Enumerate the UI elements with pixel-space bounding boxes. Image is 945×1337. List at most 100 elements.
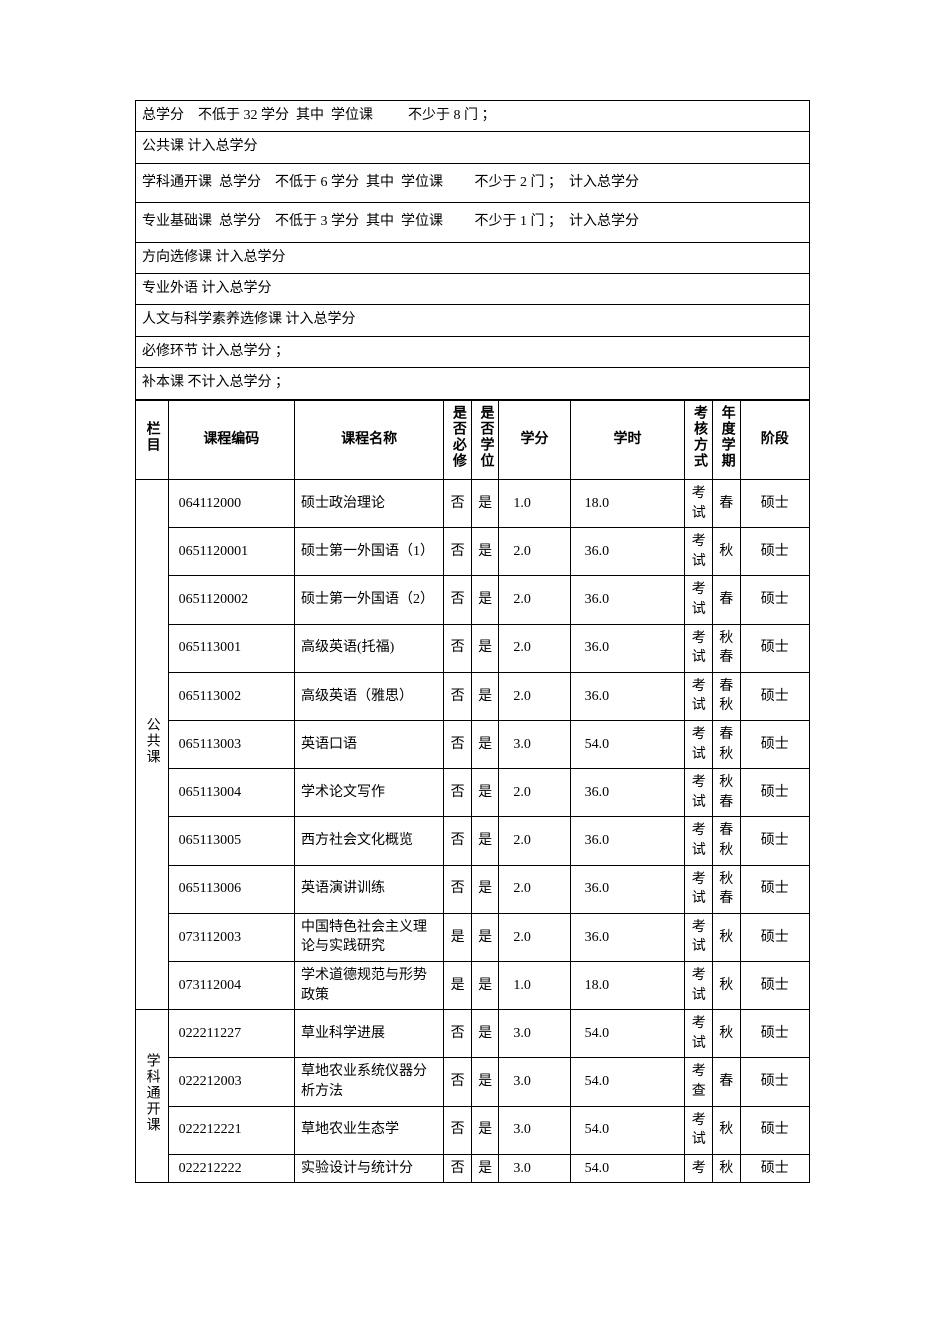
degree-cell: 是 (471, 1058, 499, 1106)
name-cell: 西方社会文化概览 (294, 817, 443, 865)
th-code: 课程编码 (168, 400, 294, 480)
required-cell: 否 (444, 528, 472, 576)
stage-cell: 硕士 (740, 576, 809, 624)
required-cell: 否 (444, 817, 472, 865)
exam-cell: 考试 (685, 624, 713, 672)
table-row: 065113006英语演讲训练否是2.036.0考试秋春硕士 (136, 865, 809, 913)
stage-cell: 硕士 (740, 1010, 809, 1058)
credit-cell: 3.0 (499, 1154, 570, 1183)
stage-cell: 硕士 (740, 721, 809, 769)
exam-cell: 考试 (685, 1010, 713, 1058)
rule-row: 总学分 不低于 32 学分 其中 学位课 不少于 8 门 ； (136, 101, 809, 132)
name-cell: 硕士第一外国语（2） (294, 576, 443, 624)
hours-cell: 36.0 (570, 865, 685, 913)
category-cell: 学科通开课 (136, 1010, 168, 1183)
stage-cell: 硕士 (740, 528, 809, 576)
hours-cell: 36.0 (570, 528, 685, 576)
credit-cell: 3.0 (499, 1010, 570, 1058)
hours-cell: 54.0 (570, 1154, 685, 1183)
degree-cell: 是 (471, 576, 499, 624)
degree-cell: 是 (471, 769, 499, 817)
hours-cell: 54.0 (570, 1058, 685, 1106)
code-cell: 0651120001 (168, 528, 294, 576)
degree-cell: 是 (471, 1010, 499, 1058)
stage-cell: 硕士 (740, 1106, 809, 1154)
credit-cell: 2.0 (499, 576, 570, 624)
degree-cell: 是 (471, 721, 499, 769)
term-cell: 秋春 (713, 865, 741, 913)
exam-cell: 考试 (685, 480, 713, 528)
table-row: 022212003草地农业系统仪器分析方法否是3.054.0考查春硕士 (136, 1058, 809, 1106)
name-cell: 实验设计与统计分 (294, 1154, 443, 1183)
required-cell: 否 (444, 865, 472, 913)
document-container: 总学分 不低于 32 学分 其中 学位课 不少于 8 门 ；公共课 计入总学分学… (135, 100, 810, 1183)
code-cell: 065113006 (168, 865, 294, 913)
degree-cell: 是 (471, 1154, 499, 1183)
hours-cell: 54.0 (570, 1010, 685, 1058)
term-cell: 秋 (713, 1154, 741, 1183)
code-cell: 065113002 (168, 672, 294, 720)
term-cell: 秋 (713, 1010, 741, 1058)
degree-cell: 是 (471, 817, 499, 865)
term-cell: 秋 (713, 961, 741, 1009)
exam-cell: 考试 (685, 865, 713, 913)
code-cell: 022212003 (168, 1058, 294, 1106)
degree-cell: 是 (471, 672, 499, 720)
credit-cell: 2.0 (499, 624, 570, 672)
stage-cell: 硕士 (740, 817, 809, 865)
table-row: 073112003中国特色社会主义理论与实践研究是是2.036.0考试秋硕士 (136, 913, 809, 961)
th-category: 栏目 (136, 400, 168, 480)
required-cell: 否 (444, 1058, 472, 1106)
credit-cell: 2.0 (499, 817, 570, 865)
credit-cell: 3.0 (499, 1106, 570, 1154)
name-cell: 学术道德规范与形势政策 (294, 961, 443, 1009)
code-cell: 022212221 (168, 1106, 294, 1154)
term-cell: 春秋 (713, 672, 741, 720)
table-row: 073112004学术道德规范与形势政策是是1.018.0考试秋硕士 (136, 961, 809, 1009)
rule-row: 公共课 计入总学分 (136, 132, 809, 163)
stage-cell: 硕士 (740, 913, 809, 961)
table-row: 0651120001硕士第一外国语（1）否是2.036.0考试秋硕士 (136, 528, 809, 576)
hours-cell: 18.0 (570, 480, 685, 528)
table-row: 学科通开课022211227草业科学进展否是3.054.0考试秋硕士 (136, 1010, 809, 1058)
exam-cell: 考试 (685, 576, 713, 624)
stage-cell: 硕士 (740, 961, 809, 1009)
required-cell: 否 (444, 576, 472, 624)
stage-cell: 硕士 (740, 480, 809, 528)
th-credit: 学分 (499, 400, 570, 480)
exam-cell: 考查 (685, 1058, 713, 1106)
code-cell: 073112003 (168, 913, 294, 961)
name-cell: 硕士政治理论 (294, 480, 443, 528)
name-cell: 英语演讲训练 (294, 865, 443, 913)
credit-cell: 3.0 (499, 1058, 570, 1106)
course-table: 栏目 课程编码 课程名称 是否必修 是否学位 学分 学时 考核方式 年度学期 阶… (136, 400, 809, 1184)
code-cell: 065113004 (168, 769, 294, 817)
rule-row: 学科通开课 总学分 不低于 6 学分 其中 学位课 不少于 2 门 ； 计入总学… (136, 164, 809, 203)
term-cell: 春 (713, 480, 741, 528)
hours-cell: 18.0 (570, 961, 685, 1009)
exam-cell: 考试 (685, 672, 713, 720)
th-degree: 是否学位 (471, 400, 499, 480)
hours-cell: 36.0 (570, 624, 685, 672)
credit-cell: 2.0 (499, 672, 570, 720)
rule-row: 专业外语 计入总学分 (136, 274, 809, 305)
th-term: 年度学期 (713, 400, 741, 480)
degree-cell: 是 (471, 961, 499, 1009)
credit-cell: 2.0 (499, 769, 570, 817)
exam-cell: 考试 (685, 817, 713, 865)
hours-cell: 36.0 (570, 769, 685, 817)
required-cell: 否 (444, 1010, 472, 1058)
degree-cell: 是 (471, 1106, 499, 1154)
required-cell: 否 (444, 769, 472, 817)
code-cell: 022211227 (168, 1010, 294, 1058)
hours-cell: 54.0 (570, 721, 685, 769)
required-cell: 否 (444, 480, 472, 528)
degree-cell: 是 (471, 913, 499, 961)
code-cell: 0651120002 (168, 576, 294, 624)
stage-cell: 硕士 (740, 1154, 809, 1183)
code-cell: 064112000 (168, 480, 294, 528)
name-cell: 高级英语(托福) (294, 624, 443, 672)
name-cell: 草地农业系统仪器分析方法 (294, 1058, 443, 1106)
table-row: 065113004学术论文写作否是2.036.0考试秋春硕士 (136, 769, 809, 817)
credit-cell: 2.0 (499, 528, 570, 576)
